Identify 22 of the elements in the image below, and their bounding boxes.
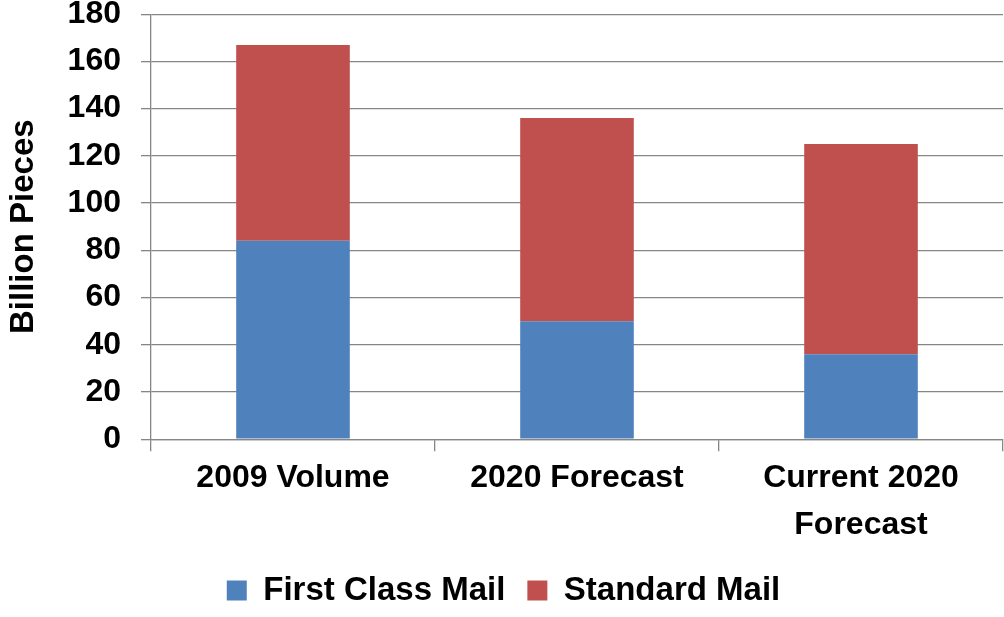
bar (520, 118, 634, 322)
x-tick-label: 2020 Forecast (470, 458, 685, 495)
x-tick-label: Current 2020 Forecast (763, 458, 959, 541)
bar (236, 240, 350, 439)
y-tick-label: 40 (85, 324, 121, 361)
legend-label: First Class Mail (263, 569, 506, 607)
bar (804, 354, 918, 439)
y-tick-label: 160 (67, 41, 121, 78)
y-tick-label: 140 (67, 88, 121, 125)
bar (520, 321, 634, 439)
y-tick-label: 120 (67, 135, 121, 172)
y-tick-label: 60 (85, 277, 121, 314)
y-tick-label: 20 (85, 371, 121, 408)
bar (804, 144, 918, 355)
y-tick-label: 0 (103, 419, 121, 456)
bar (236, 44, 350, 241)
legend-label: Standard Mail (563, 569, 781, 607)
y-axis-title: Billion Pieces (2, 119, 40, 334)
y-tick-label: 180 (67, 0, 121, 31)
y-tick-label: 100 (67, 182, 121, 219)
x-tick-label: 2009 Volume (196, 458, 390, 495)
y-tick-label: 80 (85, 230, 121, 267)
